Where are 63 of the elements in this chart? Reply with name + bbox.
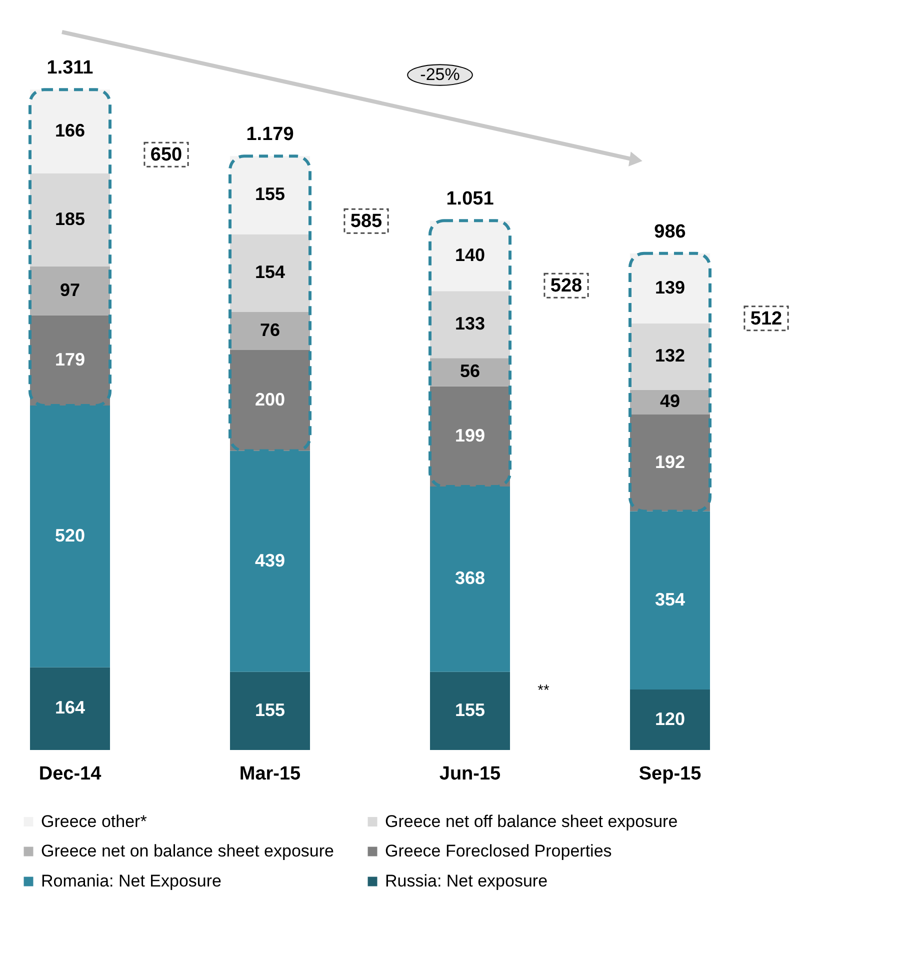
data-label: 133 xyxy=(454,314,486,334)
bar xyxy=(430,358,510,386)
bar xyxy=(630,414,710,512)
x-tick-label: Mar-15 xyxy=(239,764,302,784)
data-label: 439 xyxy=(254,550,286,570)
bar xyxy=(230,672,310,750)
annotation: ** xyxy=(538,682,550,699)
total-label: 986 xyxy=(654,221,686,242)
annotation: 650 xyxy=(150,144,182,166)
data-label: 155 xyxy=(254,184,286,204)
bar xyxy=(430,386,510,487)
bar xyxy=(430,291,510,358)
bar xyxy=(30,315,110,406)
data-label: 76 xyxy=(260,320,280,340)
data-label: 520 xyxy=(54,525,86,546)
data-label: 368 xyxy=(454,568,486,588)
data-label: 200 xyxy=(254,389,286,410)
text: -25% xyxy=(420,65,460,84)
annotation: 585 xyxy=(350,211,383,232)
legend-label: Greece other* xyxy=(41,812,148,831)
data-label: 97 xyxy=(60,280,80,300)
legend-label: Romania: Net Exposure xyxy=(41,872,222,890)
x-tick-label: Dec-14 xyxy=(38,764,102,784)
data-label: 56 xyxy=(460,361,480,382)
bar xyxy=(230,156,310,234)
data-label: 166 xyxy=(54,120,86,140)
legend-label: Russia: Net exposure xyxy=(385,872,548,890)
bar xyxy=(630,323,710,390)
bar xyxy=(30,266,110,316)
legend-label: Greece Foreclosed Properties xyxy=(385,842,612,860)
data-label: 154 xyxy=(254,262,286,282)
data-label: 192 xyxy=(654,452,686,472)
x-tick-label: Jun-15 xyxy=(439,764,502,784)
data-label: 49 xyxy=(660,391,680,412)
bar xyxy=(630,690,710,750)
data-label: 199 xyxy=(454,425,486,446)
data-label: 132 xyxy=(654,346,686,366)
bar xyxy=(30,90,110,174)
data-label: 155 xyxy=(254,700,286,720)
data-label: 120 xyxy=(654,708,686,729)
total-label: 1.051 xyxy=(446,188,494,210)
legend-label: Greece net off balance sheet exposure xyxy=(385,812,678,831)
bar xyxy=(230,234,310,312)
total-label: 1.179 xyxy=(246,124,294,146)
bar xyxy=(230,350,310,451)
data-label: 140 xyxy=(454,244,486,265)
total-label: 1.311 xyxy=(46,58,94,79)
legend-label: Greece net on balance sheet exposure xyxy=(41,842,334,860)
annotation: 512 xyxy=(750,308,782,330)
bar xyxy=(230,312,310,350)
bar xyxy=(430,220,510,292)
x-tick-label: Sep-15 xyxy=(638,764,702,784)
data-label: 354 xyxy=(654,589,686,610)
bar xyxy=(30,173,110,266)
data-label: 185 xyxy=(54,208,86,229)
bar xyxy=(430,672,510,750)
data-label: 139 xyxy=(654,277,686,298)
data-label: 179 xyxy=(54,349,86,370)
bar xyxy=(630,253,710,324)
data-label: 155 xyxy=(454,700,486,720)
bar xyxy=(30,667,110,750)
annotation: 528 xyxy=(550,276,582,297)
data-label: 164 xyxy=(54,698,86,718)
